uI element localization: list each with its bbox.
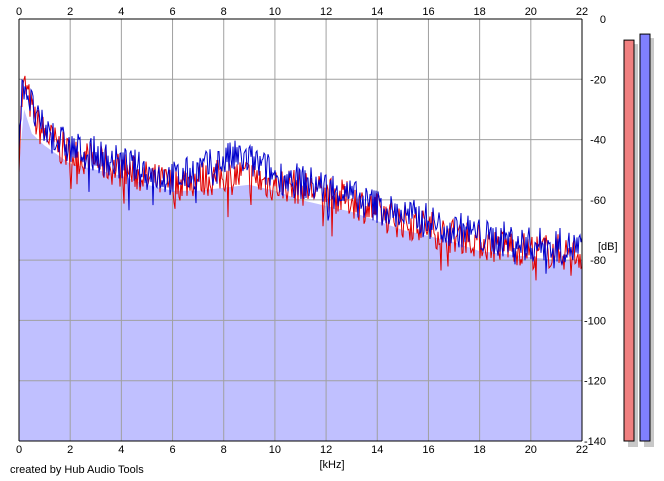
x-tick-label: 12 (320, 444, 332, 456)
x-tick-label: 22 (576, 6, 588, 18)
x-tick-label: 20 (525, 6, 537, 18)
level-meters (623, 33, 654, 447)
x-tick-label: 22 (576, 444, 588, 456)
x-tick-label: 20 (525, 444, 537, 456)
x-tick-label: 18 (474, 444, 486, 456)
x-tick-label: 4 (118, 444, 124, 456)
x-tick-label: 10 (269, 6, 281, 18)
x-tick-label: 8 (221, 6, 227, 18)
credit-text: created by Hub Audio Tools (10, 464, 144, 476)
x-tick-labels-top: 0 2 4 6 8 10 12 14 16 18 20 22 (16, 6, 588, 18)
x-tick-label: 0 (16, 444, 22, 456)
x-tick-label: 2 (67, 6, 73, 18)
x-tick-labels-bottom: 0 2 4 6 8 10 12 14 16 18 20 22 (16, 444, 588, 456)
x-tick-label: 8 (221, 444, 227, 456)
x-tick-label: 12 (320, 6, 332, 18)
x-tick-label: 14 (371, 6, 383, 18)
series-lines (18, 75, 583, 281)
x-tick-label: 0 (16, 6, 22, 18)
axes (18, 18, 583, 442)
x-tick-label: 4 (118, 6, 124, 18)
x-tick-label: 18 (474, 6, 486, 18)
y-unit-label: [dB] (598, 241, 618, 253)
x-tick-label: 14 (371, 444, 383, 456)
x-tick-label: 6 (169, 6, 175, 18)
x-tick-label: 16 (422, 444, 434, 456)
level-meter-bar (623, 39, 635, 442)
y-tick-label: -60 (590, 195, 606, 207)
series-line-2 (18, 78, 583, 274)
y-tick-labels: 0 -20 -40 -60 -80 -100 -120 -140 (584, 14, 606, 448)
y-tick-label: -20 (590, 74, 606, 86)
y-tick-label: 0 (600, 14, 606, 26)
x-tick-label: 10 (269, 444, 281, 456)
y-tick-label: -40 (590, 135, 606, 147)
y-tick-label: -120 (584, 376, 606, 388)
y-tick-label: -140 (584, 436, 606, 448)
y-tick-label: -80 (590, 255, 606, 267)
x-tick-label: 2 (67, 444, 73, 456)
x-tick-label: 16 (422, 6, 434, 18)
y-tick-label: -100 (584, 315, 606, 327)
x-unit-label: [kHz] (319, 459, 344, 471)
x-tick-label: 6 (169, 444, 175, 456)
level-meter-bar (639, 33, 651, 442)
